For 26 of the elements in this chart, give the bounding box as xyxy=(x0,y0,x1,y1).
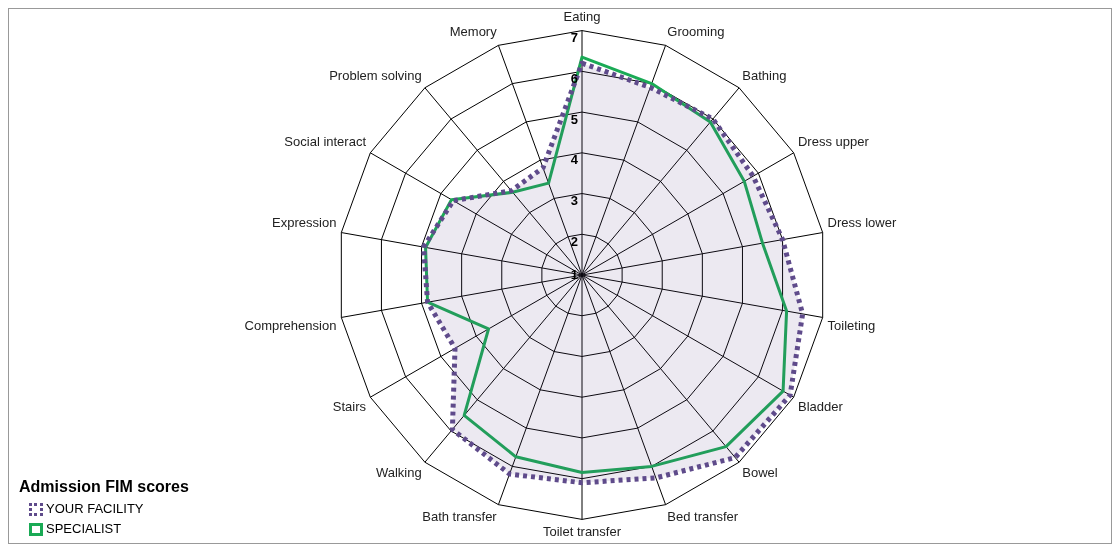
y-tick-label: 4 xyxy=(570,152,579,168)
spoke-label: Social interact xyxy=(284,134,367,150)
legend-title: Admission FIM scores xyxy=(19,478,189,496)
spoke-label: Eating xyxy=(563,9,601,25)
spoke-label: Toileting xyxy=(827,317,876,333)
spoke-label: Comprehension xyxy=(244,317,337,333)
y-tick-label: 5 xyxy=(570,111,578,127)
spoke-label: Problem solving xyxy=(329,67,422,83)
legend-label: YOUR FACILITY xyxy=(46,500,144,518)
y-tick-label: 2 xyxy=(570,233,578,249)
spoke-label: Stairs xyxy=(332,399,367,415)
spoke-label: Bladder xyxy=(797,399,844,415)
spoke-label: Dress lower xyxy=(827,215,897,231)
spoke-label: Memory xyxy=(449,24,498,40)
y-tick-label: 7 xyxy=(570,30,578,46)
y-tick-label: 3 xyxy=(570,193,578,209)
spoke-label: Bed transfer xyxy=(667,508,739,524)
spoke-label: Bath transfer xyxy=(422,508,498,524)
spoke-label: Bowel xyxy=(742,465,778,481)
spoke-label: Toilet transfer xyxy=(542,523,622,539)
spoke-label: Dress upper xyxy=(797,134,870,150)
spoke-label: Grooming xyxy=(667,24,725,40)
spoke-label: Walking xyxy=(375,465,422,481)
spoke-label: Expression xyxy=(272,215,337,231)
spoke-label: Bathing xyxy=(742,67,787,83)
legend-label: SPECIALIST xyxy=(46,520,122,538)
